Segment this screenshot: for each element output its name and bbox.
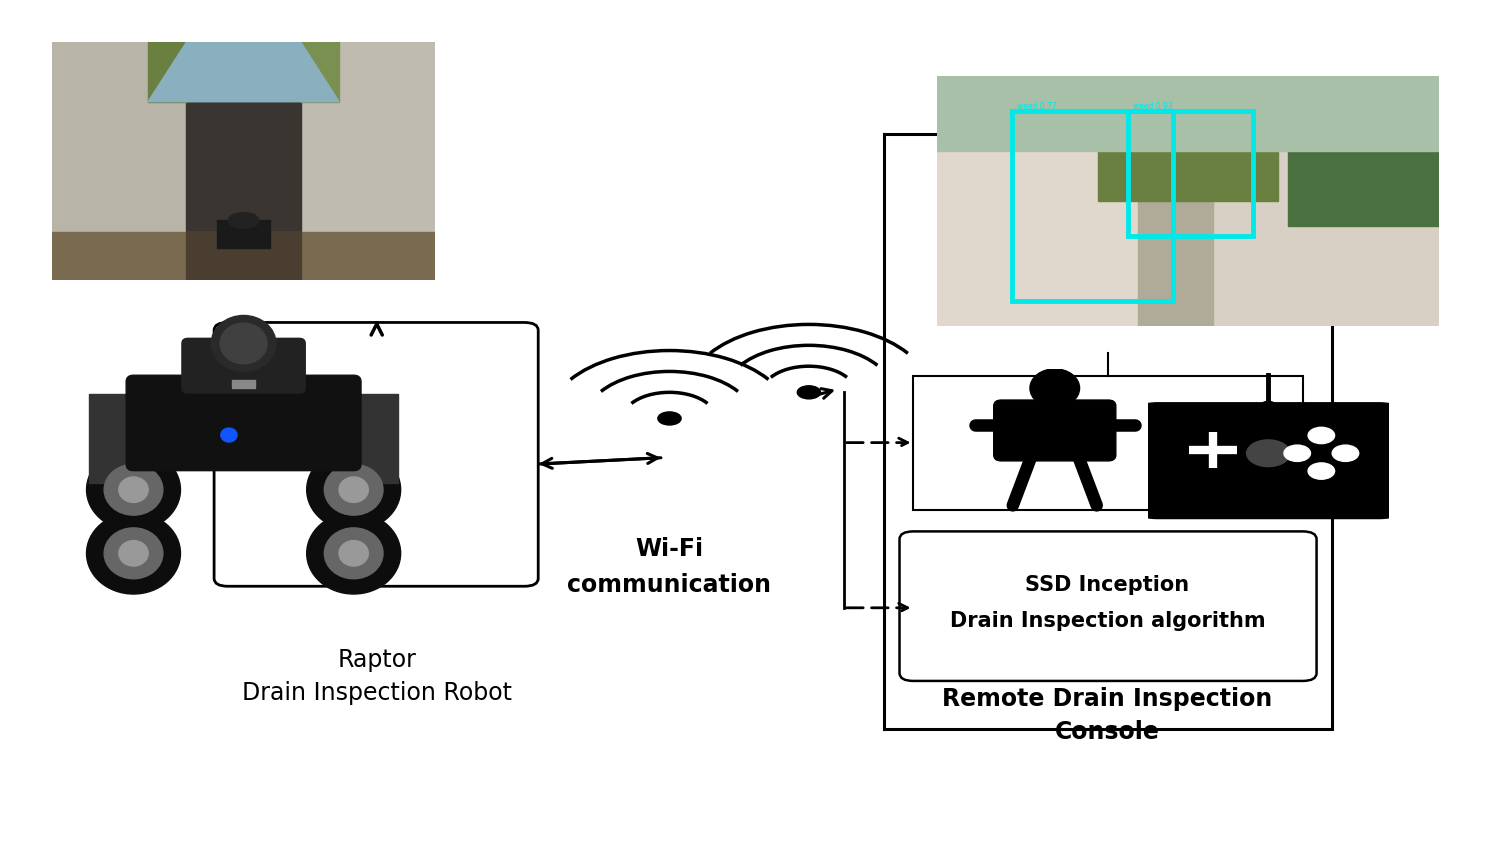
Circle shape (339, 477, 369, 502)
Circle shape (220, 323, 267, 364)
Text: weed 0.93: weed 0.93 (1133, 102, 1172, 111)
Bar (52, 232, 435, 280)
Circle shape (1030, 369, 1079, 408)
Bar (90, 394, 133, 483)
Circle shape (1333, 445, 1358, 461)
Circle shape (1309, 427, 1334, 444)
Bar (937, 76, 1439, 152)
Circle shape (324, 527, 384, 578)
Circle shape (1309, 463, 1334, 479)
FancyBboxPatch shape (214, 322, 538, 586)
Circle shape (220, 428, 237, 442)
Circle shape (118, 541, 148, 566)
FancyBboxPatch shape (913, 376, 1303, 510)
Circle shape (1261, 401, 1276, 410)
Text: Wi-Fi: Wi-Fi (636, 537, 703, 561)
Circle shape (87, 512, 180, 594)
FancyBboxPatch shape (899, 532, 1316, 681)
Circle shape (797, 386, 820, 399)
FancyBboxPatch shape (181, 338, 306, 393)
Circle shape (211, 315, 276, 371)
FancyBboxPatch shape (126, 375, 361, 471)
Bar (354, 394, 397, 483)
Bar (186, 232, 301, 280)
Circle shape (324, 465, 384, 515)
Text: Drain Inspection Robot: Drain Inspection Robot (241, 681, 511, 705)
Text: Remote Drain Inspection: Remote Drain Inspection (943, 687, 1273, 711)
Text: weed 0.77: weed 0.77 (1018, 102, 1057, 111)
Bar (217, 220, 270, 248)
Polygon shape (148, 42, 339, 102)
Circle shape (339, 541, 369, 566)
Bar (1138, 176, 1213, 326)
Text: Drain Inspection algorithm: Drain Inspection algorithm (950, 611, 1265, 631)
Bar (937, 76, 1138, 326)
Text: communication: communication (568, 573, 772, 597)
Text: Console: Console (1055, 720, 1160, 744)
Ellipse shape (1168, 479, 1235, 516)
Text: Robotic control: Robotic control (1189, 494, 1294, 508)
Circle shape (307, 449, 400, 531)
Circle shape (307, 512, 400, 594)
Bar (148, 42, 186, 102)
FancyBboxPatch shape (994, 400, 1115, 461)
Bar (301, 42, 339, 102)
Circle shape (658, 412, 681, 425)
Bar (1097, 76, 1279, 202)
FancyBboxPatch shape (1133, 403, 1403, 518)
Circle shape (87, 449, 180, 531)
Text: SSD Inception: SSD Inception (1025, 575, 1190, 595)
Bar (301, 42, 435, 280)
Bar (186, 102, 301, 280)
Circle shape (103, 527, 163, 578)
Circle shape (1247, 440, 1291, 466)
Bar (1288, 76, 1439, 226)
FancyBboxPatch shape (884, 134, 1331, 728)
Text: Raptor: Raptor (337, 648, 417, 672)
Ellipse shape (228, 213, 259, 228)
Circle shape (118, 477, 148, 502)
Circle shape (103, 465, 163, 515)
Bar (52, 42, 186, 280)
Bar (1213, 76, 1439, 326)
Bar (232, 380, 255, 388)
Circle shape (1285, 445, 1310, 461)
Ellipse shape (1303, 479, 1370, 516)
